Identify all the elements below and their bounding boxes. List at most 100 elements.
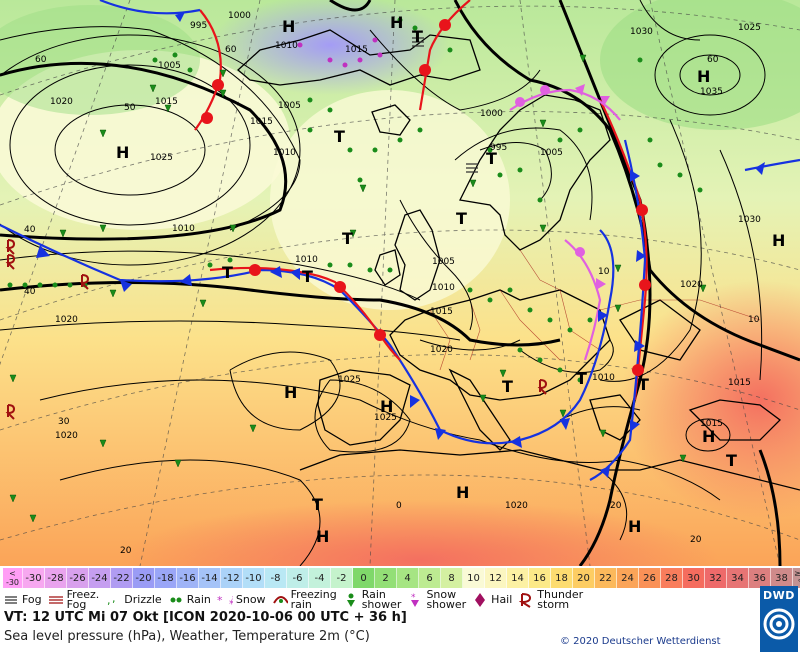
temperature-scale-cell: -10 — [243, 568, 265, 588]
temperature-scale-cell: 26 — [639, 568, 661, 588]
fog-icon — [3, 592, 19, 608]
map-description: Sea level pressure (hPa), Weather, Tempe… — [4, 629, 370, 644]
latitude-label: 20 — [610, 501, 622, 511]
temperature-scale-cell: 36 — [749, 568, 771, 588]
copyright: © 2020 Deutscher Wetterdienst — [560, 636, 721, 647]
high-center-eastmed: H — [702, 427, 715, 446]
latitude-label: 30 — [58, 417, 70, 427]
temperature-scale-cell: 10 — [463, 568, 485, 588]
isobar-label: 1025 — [738, 23, 761, 33]
isobar-label: 995 — [490, 143, 507, 153]
temperature-scale-cell: -12 — [221, 568, 243, 588]
isobar-label: 1010 — [592, 373, 615, 383]
temperature-scale-cell: -20 — [133, 568, 155, 588]
temperature-scale-cell: -6 — [287, 568, 309, 588]
rain-shower-icon — [343, 592, 359, 608]
temperature-scale-cell: 2 — [375, 568, 397, 588]
latitude-label: 0 — [396, 501, 402, 511]
temperature-scale-cell: -30 — [23, 568, 45, 588]
temperature-scale-cell: 24 — [617, 568, 639, 588]
isobar-label: 1015 — [430, 307, 453, 317]
rain-icon — [168, 592, 184, 608]
temperature-scale-cell: -18 — [155, 568, 177, 588]
weather-legend-item: Rain shower — [343, 588, 402, 611]
weather-legend-item: Thunder storm — [518, 589, 583, 610]
hail-icon — [472, 592, 488, 608]
weather-legend-label: Fog — [22, 593, 42, 606]
svg-text:,: , — [107, 594, 111, 607]
latitude-label: 40 — [24, 287, 36, 297]
pressure-centers: H H H H H H H H H H H T T T T T T T T T … — [116, 13, 785, 546]
temperature-scale-cell: 34 — [727, 568, 749, 588]
temperature-scale-cell: -22 — [111, 568, 133, 588]
isobar-label: 1015 — [728, 378, 751, 388]
high-center-iberia: H — [380, 397, 393, 416]
temperature-scale-cell: 38 — [771, 568, 793, 588]
isobar-label: 995 — [190, 21, 207, 31]
weather-legend-label: Hail — [491, 593, 513, 606]
isobar-label: 1010 — [273, 148, 296, 158]
high-center-iceland: H — [282, 17, 295, 36]
dwd-swirl-icon — [763, 608, 795, 640]
weather-legend-item: Freez. Fog — [48, 588, 100, 611]
occlusion-scandinavia — [509, 88, 621, 121]
temperature-scale-cell: -24 — [89, 568, 111, 588]
dwd-logo-text: DWD — [763, 589, 795, 602]
weather-legend-item: ,, Drizzle — [105, 590, 161, 610]
thunderstorm-icon — [518, 592, 534, 608]
low-center-arctic: T — [412, 27, 423, 46]
isobar-label: 1015 — [155, 97, 178, 107]
weather-legend-label: Freez. Fog — [66, 588, 100, 611]
low-center-finland: T — [486, 149, 497, 168]
temperature-scale-cell: -8 — [265, 568, 287, 588]
latitude-label: 10 — [748, 315, 760, 325]
high-center-east: H — [772, 231, 785, 250]
temperature-scale-cell: 32 — [705, 568, 727, 588]
temperature-scale-cell: -28 — [45, 568, 67, 588]
temperature-scale-cell: -2 — [331, 568, 353, 588]
weather-legend-label: Freezing rain — [290, 588, 337, 611]
temperature-scale-cell: 4 — [397, 568, 419, 588]
temperature-scale-cell: 28 — [661, 568, 683, 588]
isobar-label: 1015 — [700, 419, 723, 429]
isobar-label: 1025 — [338, 375, 361, 385]
warm-front-north — [418, 0, 471, 111]
latitude-label: 60 — [707, 55, 719, 65]
freezing-fog-icon — [48, 592, 64, 608]
high-center-scandinavia-north: H — [390, 13, 403, 32]
low-center-uk: T — [342, 229, 353, 248]
svg-text:⁂: ⁂ — [229, 594, 233, 607]
isobar-label: 1020 — [55, 431, 78, 441]
temperature-scale-cell: -14 — [199, 568, 221, 588]
svg-text:,: , — [112, 593, 116, 605]
isobar-label: 1010 — [432, 283, 455, 293]
warm-front-main — [209, 266, 401, 361]
temperature-scale-cell: 0 — [353, 568, 375, 588]
isobar-label: 1025 — [150, 153, 173, 163]
low-center-norway-sea: T — [334, 127, 345, 146]
weather-map: H H H H H H H H H H H T T T T T T T T T … — [0, 0, 800, 566]
isobar-label: 1020 — [50, 97, 73, 107]
graticule — [0, 0, 800, 566]
temperature-scale-cell: -4 — [309, 568, 331, 588]
weather-legend-item: Hail — [472, 590, 512, 610]
isobar-label: 1005 — [540, 148, 563, 158]
low-center-east-med: T — [726, 451, 737, 470]
weather-symbols — [5, 17, 707, 523]
isobar-label: 1020 — [55, 315, 78, 325]
valid-time: VT: 12 UTC Mi 07 Okt [ICON 2020-10-06 00… — [4, 610, 407, 625]
temperature-scale-cell: 6 — [419, 568, 441, 588]
weather-legend: FogFreez.Fog,,DrizzleRain*⁂SnowFreezingr… — [3, 588, 759, 611]
svg-text:*: * — [411, 593, 416, 603]
high-center-russia: H — [697, 67, 710, 86]
weather-legend-label: Rain shower — [361, 588, 402, 611]
cold-front-north — [99, 0, 201, 15]
isobar-label: 1020 — [680, 280, 703, 290]
low-center-north-sea: T — [456, 209, 467, 228]
isobar-label: 1015 — [250, 117, 273, 127]
weather-legend-item: *⁂Snow — [217, 590, 266, 610]
temperature-scale-cell: 22 — [595, 568, 617, 588]
isobar-label: 1000 — [480, 109, 503, 119]
temperature-scale-cell: 18 — [551, 568, 573, 588]
low-center-balkan: T — [576, 369, 587, 388]
